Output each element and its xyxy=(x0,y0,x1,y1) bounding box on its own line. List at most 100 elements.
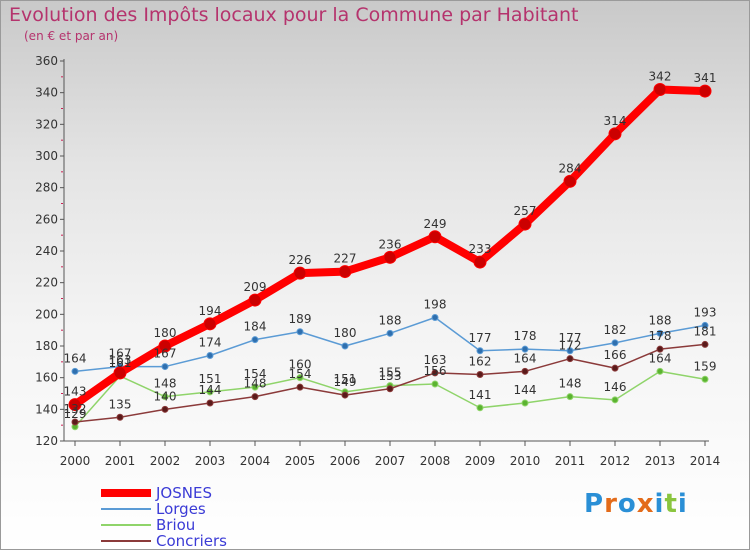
data-point-josnes xyxy=(113,366,127,380)
data-point-concriers xyxy=(116,413,124,421)
data-label-lorges: 188 xyxy=(379,313,402,327)
data-label-briou: 151 xyxy=(199,372,222,386)
y-tick-label: 240 xyxy=(35,244,58,258)
y-tick-label: 360 xyxy=(35,54,58,68)
data-label-briou: 160 xyxy=(289,358,312,372)
y-tick-label: 140 xyxy=(35,402,58,416)
data-label-briou: 154 xyxy=(244,367,267,381)
data-label-lorges: 174 xyxy=(199,336,222,350)
data-point-briou xyxy=(476,404,484,412)
data-point-josnes xyxy=(248,293,262,307)
data-point-josnes xyxy=(473,255,487,269)
data-label-briou: 156 xyxy=(424,364,447,378)
data-point-concriers xyxy=(656,345,664,353)
legend-swatch xyxy=(101,489,151,497)
data-point-josnes xyxy=(158,339,172,353)
data-label-briou: 155 xyxy=(379,366,402,380)
x-tick-label: 2008 xyxy=(420,454,451,468)
data-point-concriers xyxy=(701,340,709,348)
data-point-briou xyxy=(656,367,664,375)
data-point-briou xyxy=(566,393,574,401)
y-tick-label: 160 xyxy=(35,371,58,385)
data-point-concriers xyxy=(71,418,79,426)
data-label-concriers: 135 xyxy=(109,397,132,411)
data-label-briou: 159 xyxy=(694,359,717,373)
data-point-lorges xyxy=(161,363,169,371)
data-label-concriers: 166 xyxy=(604,348,627,362)
data-label-concriers: 164 xyxy=(514,351,537,365)
data-point-josnes xyxy=(338,265,352,279)
data-label-lorges: 177 xyxy=(469,331,492,345)
x-tick-label: 2006 xyxy=(330,454,361,468)
x-tick-label: 2011 xyxy=(555,454,586,468)
data-point-josnes xyxy=(203,317,217,331)
data-label-lorges: 177 xyxy=(559,331,582,345)
data-label-concriers: 154 xyxy=(289,367,312,381)
data-point-briou xyxy=(251,383,259,391)
data-label-concriers: 178 xyxy=(649,329,672,343)
data-label-josnes: 227 xyxy=(334,252,357,266)
data-label-briou: 148 xyxy=(559,377,582,391)
data-label-josnes: 314 xyxy=(604,114,627,128)
x-tick-label: 2007 xyxy=(375,454,406,468)
data-point-concriers xyxy=(206,399,214,407)
y-tick-label: 180 xyxy=(35,339,58,353)
y-tick-label: 200 xyxy=(35,307,58,321)
data-point-josnes xyxy=(608,127,622,141)
data-label-concriers: 181 xyxy=(694,324,717,338)
data-label-briou: 129 xyxy=(64,407,87,421)
data-label-concriers: 144 xyxy=(199,383,222,397)
data-label-josnes: 257 xyxy=(514,204,537,218)
data-label-josnes: 226 xyxy=(289,253,312,267)
y-tick-label: 300 xyxy=(35,149,58,163)
legend-swatch xyxy=(101,508,151,510)
data-point-lorges xyxy=(566,347,574,355)
proxiti-logo: Proxiti xyxy=(584,489,688,519)
data-point-josnes xyxy=(383,250,397,264)
data-label-josnes: 233 xyxy=(469,242,492,256)
y-tick-label: 220 xyxy=(35,276,58,290)
data-point-josnes xyxy=(563,174,577,188)
x-tick-label: 2009 xyxy=(465,454,496,468)
data-label-briou: 141 xyxy=(469,388,492,402)
data-point-briou xyxy=(701,375,709,383)
data-point-josnes xyxy=(518,217,532,231)
x-tick-label: 2014 xyxy=(690,454,721,468)
y-tick-label: 320 xyxy=(35,117,58,131)
data-label-josnes: 341 xyxy=(694,71,717,85)
data-label-briou: 164 xyxy=(649,351,672,365)
y-tick-label: 340 xyxy=(35,86,58,100)
data-point-briou xyxy=(161,393,169,401)
data-point-briou xyxy=(521,399,529,407)
data-label-concriers: 132 xyxy=(64,402,87,416)
data-label-briou: 146 xyxy=(604,380,627,394)
data-label-josnes: 143 xyxy=(64,385,87,399)
data-label-lorges: 167 xyxy=(109,347,132,361)
data-label-lorges: 180 xyxy=(334,326,357,340)
x-tick-label: 2005 xyxy=(285,454,316,468)
data-label-lorges: 189 xyxy=(289,312,312,326)
data-label-concriers: 149 xyxy=(334,375,357,389)
data-label-josnes: 163 xyxy=(109,353,132,367)
x-tick-label: 2000 xyxy=(60,454,91,468)
data-point-briou xyxy=(206,388,214,396)
data-label-josnes: 194 xyxy=(199,304,222,318)
x-tick-label: 2002 xyxy=(150,454,181,468)
legend-label: Lorges xyxy=(156,500,206,518)
data-label-briou: 144 xyxy=(514,383,537,397)
x-tick-label: 2004 xyxy=(240,454,271,468)
data-point-lorges xyxy=(431,314,439,321)
data-point-josnes xyxy=(653,83,667,96)
chart-subtitle: (en € et par an) xyxy=(24,29,119,43)
x-tick-label: 2013 xyxy=(645,454,676,468)
data-label-lorges: 164 xyxy=(64,351,87,365)
data-label-josnes: 236 xyxy=(379,237,402,251)
data-point-concriers xyxy=(251,393,259,401)
data-point-lorges xyxy=(476,347,484,355)
data-label-josnes: 342 xyxy=(649,70,672,84)
data-point-concriers xyxy=(386,385,394,393)
data-label-concriers: 163 xyxy=(424,353,447,367)
data-point-lorges xyxy=(296,328,304,336)
